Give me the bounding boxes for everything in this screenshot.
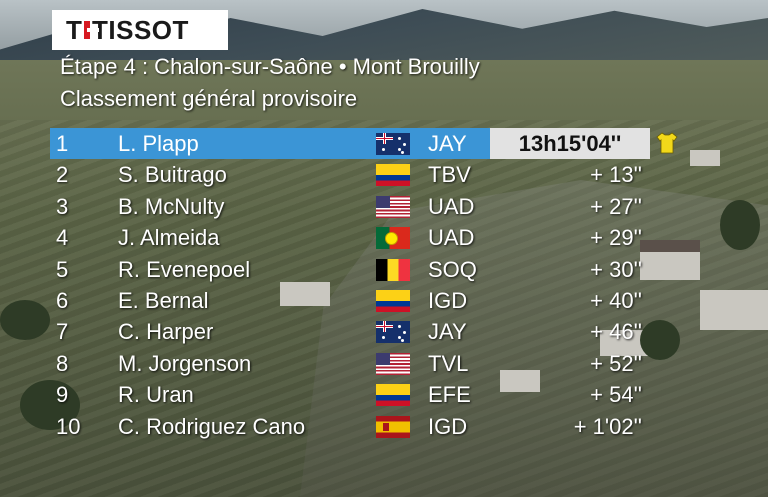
- flag-au: [376, 133, 410, 155]
- team-code: UAD: [428, 193, 475, 219]
- rank: 1: [56, 131, 69, 156]
- team-code: JAY: [428, 131, 467, 156]
- team-code: IGD: [428, 288, 468, 313]
- tree: [0, 300, 50, 340]
- rank: 6: [56, 288, 69, 313]
- be-flag-icon: [376, 258, 410, 281]
- table-row: 1 L. Plapp JAY 13h15'04'': [50, 128, 650, 159]
- table-row: 7 C. Harper JAY + 46'': [50, 316, 650, 347]
- team-code: UAD: [428, 225, 475, 251]
- rider-name: S. Buitrago: [118, 162, 227, 188]
- au-flag-icon: [376, 321, 410, 344]
- rank: 4: [56, 225, 69, 251]
- time-gap: + 30'': [590, 256, 642, 282]
- stage-title: Étape 4 : Chalon-sur-Saône • Mont Brouil…: [60, 54, 480, 79]
- table-row: 9 R. Uran EFE + 54'': [50, 379, 650, 410]
- table-row: 2 S. Buitrago TBV + 13'': [50, 159, 650, 190]
- time-gap: + 29'': [590, 225, 642, 251]
- pt-flag-icon: [376, 227, 410, 250]
- team-code: EFE: [428, 382, 471, 408]
- roof: [640, 240, 700, 252]
- co-flag-icon: [376, 384, 410, 407]
- logo-text: TISSOT: [92, 14, 189, 45]
- time-gap: + 13'': [590, 162, 642, 188]
- rank: 8: [56, 350, 69, 376]
- flag-be: [376, 258, 410, 281]
- team-code: IGD: [428, 413, 468, 439]
- tree: [20, 380, 80, 430]
- house: [700, 290, 768, 330]
- flag-co: [376, 290, 410, 312]
- au-flag-icon: [376, 133, 410, 155]
- rank: 7: [56, 319, 69, 345]
- house: [500, 370, 540, 392]
- rider-name: C. Rodriguez Cano: [118, 413, 306, 439]
- us-flag-icon: [376, 195, 410, 218]
- team-code: TVL: [428, 350, 469, 376]
- rider-name: E. Bernal: [118, 288, 209, 313]
- yellow-jersey-icon: [656, 132, 678, 154]
- es-flag-icon: [376, 415, 410, 438]
- table-row: 4 J. Almeida UAD + 29'': [50, 222, 650, 253]
- classification-title: Classement général provisoire: [60, 86, 358, 111]
- flag-au: [376, 321, 410, 344]
- table-row: 5 R. Evenepoel SOQ + 30'': [50, 254, 650, 285]
- time-gap: + 40'': [590, 288, 642, 313]
- leader-time: 13h15'04'': [490, 128, 650, 159]
- rider-name: L. Plapp: [118, 131, 199, 156]
- house: [640, 250, 700, 280]
- house: [280, 282, 330, 306]
- table-row: 6 E. Bernal IGD + 40'': [50, 285, 650, 316]
- flag-es: [376, 415, 410, 438]
- flag-pt: [376, 227, 410, 250]
- time-gap: + 52'': [590, 350, 642, 376]
- table-row: 10 C. Rodriguez Cano IGD + 1'02'': [50, 411, 650, 442]
- us-flag-icon: [376, 352, 410, 375]
- rank: 3: [56, 193, 69, 219]
- rider-name: B. McNulty: [118, 193, 225, 219]
- tissot-t-cross-icon: T: [66, 17, 100, 43]
- team-code: JAY: [428, 319, 467, 345]
- flag-co: [376, 384, 410, 407]
- team-code: SOQ: [428, 256, 477, 282]
- rank: 10: [56, 413, 81, 439]
- rank: 9: [56, 382, 69, 408]
- tree: [720, 200, 760, 250]
- rider-name: R. Evenepoel: [118, 256, 251, 282]
- tree: [640, 320, 680, 360]
- table-row: 3 B. McNulty UAD + 27'': [50, 191, 650, 222]
- rider-name: M. Jorgenson: [118, 350, 252, 376]
- time-gap: + 27'': [590, 193, 642, 219]
- time-gap: + 1'02'': [573, 413, 642, 439]
- co-flag-icon: [376, 164, 410, 187]
- rank: 2: [56, 162, 69, 188]
- table-row: 8 M. Jorgenson TVL + 52'': [50, 348, 650, 379]
- team-code: TBV: [428, 162, 471, 188]
- rank: 5: [56, 256, 69, 282]
- flag-us: [376, 195, 410, 218]
- time-gap: + 54'': [590, 382, 642, 408]
- tissot-logo: T TISSOT: [52, 10, 228, 50]
- co-flag-icon: [376, 290, 410, 312]
- rider-name: R. Uran: [118, 382, 194, 408]
- time-gap: + 46'': [590, 319, 642, 345]
- flag-us: [376, 352, 410, 375]
- house: [690, 150, 720, 166]
- rider-name: J. Almeida: [118, 225, 220, 251]
- rider-name: C. Harper: [118, 319, 214, 345]
- flag-co: [376, 164, 410, 187]
